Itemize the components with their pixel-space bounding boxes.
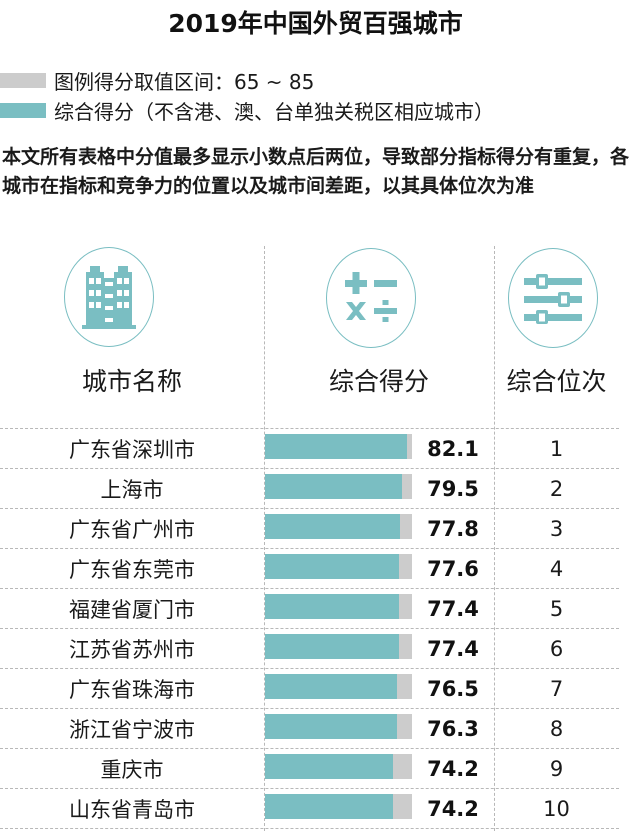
city-name: 广东省深圳市 [69, 438, 195, 462]
rank-value: 2 [549, 477, 564, 501]
score-bar [265, 474, 402, 499]
row-divider [0, 508, 619, 509]
city-name: 重庆市 [100, 758, 164, 782]
score-bar-track [265, 594, 412, 619]
score-bar [265, 594, 399, 619]
table-row: 重庆市 74.2 9 [0, 750, 619, 790]
score-value: 76.5 [427, 677, 479, 701]
table-row: 福建省厦门市 77.4 5 [0, 590, 619, 630]
city-name: 山东省青岛市 [69, 798, 195, 822]
column-divider [494, 246, 495, 831]
city-name: 广东省珠海市 [69, 678, 195, 702]
table-row: 山东省青岛市 74.2 10 [0, 790, 619, 830]
score-value: 76.3 [427, 717, 479, 741]
footnote-text: 本文所有表格中分值最多显示小数点后两位，导致部分指标得分有重复，各城市在指标和竞… [2, 146, 630, 197]
page-title: 2019年中国外贸百强城市 [168, 9, 463, 38]
rank-value: 9 [549, 757, 564, 781]
row-divider [0, 628, 619, 629]
city-name: 广东省广州市 [69, 518, 195, 542]
rank-value: 7 [549, 677, 564, 701]
score-bar [265, 794, 393, 819]
score-value: 82.1 [427, 437, 479, 461]
score-bar-track [265, 714, 412, 739]
score-bar-track [265, 474, 412, 499]
legend-label: 图例得分取值区间：65 ~ 85 [54, 69, 315, 94]
city-name: 福建省厦门市 [69, 598, 195, 622]
score-bar [265, 674, 397, 699]
table-row: 江苏省苏州市 77.4 6 [0, 630, 619, 670]
score-bar [265, 554, 399, 579]
column-header-rank: 综合位次 [506, 367, 607, 396]
score-bar [265, 754, 393, 779]
rank-value: 4 [549, 557, 564, 581]
score-bar-track [265, 434, 412, 459]
score-bar [265, 434, 407, 459]
score-bar-track [265, 754, 412, 779]
row-divider [0, 788, 619, 789]
score-bar [265, 714, 397, 739]
score-value: 77.4 [427, 637, 479, 661]
score-bar-track [265, 794, 412, 819]
city-name: 江苏省苏州市 [69, 638, 195, 662]
row-divider [0, 668, 619, 669]
row-divider [0, 828, 619, 829]
column-header-city: 城市名称 [81, 367, 182, 396]
score-bar-track [265, 634, 412, 659]
city-name: 浙江省宁波市 [69, 718, 195, 742]
legend-item-range: 图例得分取值区间：65 ~ 85 [0, 69, 314, 94]
score-value: 77.8 [427, 517, 479, 541]
rank-value: 8 [549, 717, 564, 741]
rank-value: 6 [549, 637, 564, 661]
table-row: 浙江省宁波市 76.3 8 [0, 710, 619, 750]
table-row: 上海市 79.5 2 [0, 470, 619, 510]
score-value: 74.2 [427, 757, 479, 781]
legend-swatch-teal [0, 102, 46, 118]
table-row: 广东省东莞市 77.6 4 [0, 550, 619, 590]
score-value: 77.6 [427, 557, 479, 581]
column-header-score: 综合得分 [328, 367, 429, 396]
rank-value: 3 [549, 517, 564, 541]
row-divider [0, 748, 619, 749]
row-divider [0, 588, 619, 589]
score-bar [265, 634, 399, 659]
table-row: 广东省广州市 77.8 3 [0, 510, 619, 550]
legend-item-score: 综合得分（不含港、澳、台单独关税区相应城市） [0, 99, 494, 124]
rank-value: 1 [549, 437, 564, 461]
legend-swatch-gray [0, 72, 46, 88]
score-value: 77.4 [427, 597, 479, 621]
score-bar [265, 514, 400, 539]
building-icon [64, 247, 154, 347]
row-divider [0, 468, 619, 469]
rank-value: 10 [543, 797, 570, 821]
legend-label: 综合得分（不含港、澳、台单独关税区相应城市） [54, 99, 494, 124]
score-bar-track [265, 554, 412, 579]
city-name: 上海市 [100, 478, 164, 502]
column-divider [264, 246, 265, 831]
sliders-icon [508, 248, 598, 348]
row-divider [0, 428, 619, 429]
score-value: 74.2 [427, 797, 479, 821]
table-row: 广东省珠海市 76.5 7 [0, 670, 619, 710]
score-bar-track [265, 514, 412, 539]
row-divider [0, 708, 619, 709]
rank-value: 5 [549, 597, 564, 621]
table-row: 广东省深圳市 82.1 1 [0, 430, 619, 470]
row-divider [0, 548, 619, 549]
score-value: 79.5 [427, 477, 479, 501]
score-bar-track [265, 674, 412, 699]
city-name: 广东省东莞市 [69, 558, 195, 582]
calculator-icon [326, 248, 416, 348]
